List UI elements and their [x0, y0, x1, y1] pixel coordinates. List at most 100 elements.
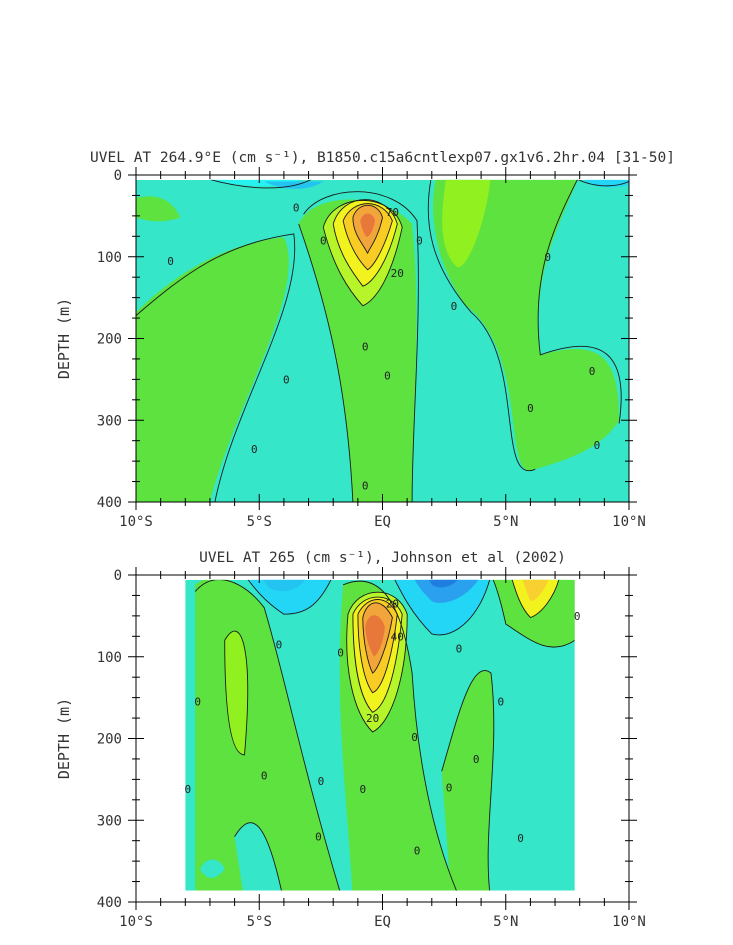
contour-label: 0: [184, 783, 191, 796]
contour-line: [427, 179, 536, 472]
contour-label: 0: [320, 234, 327, 247]
contour-line: [303, 191, 419, 502]
contour-line: [511, 579, 560, 619]
y-tick-label: 400: [97, 495, 122, 511]
velocity-band: [200, 859, 225, 878]
contour-label: 40: [391, 630, 404, 643]
contour-line: [492, 579, 575, 648]
contour-label: 0: [194, 696, 201, 709]
contour-label: 0: [362, 341, 369, 354]
velocity-band: [429, 579, 458, 588]
y-tick-label: 0: [114, 568, 122, 584]
contour-label: 0: [283, 373, 290, 386]
contour-line: [352, 596, 403, 713]
contour-line: [362, 602, 393, 674]
x-tick-label: 10°S: [119, 914, 153, 930]
contour-label: 0: [251, 443, 258, 456]
contour-line: [352, 204, 383, 254]
x-tick-label: EQ: [374, 514, 391, 530]
x-tick-label: 5°S: [247, 514, 272, 530]
contour-line: [346, 591, 408, 733]
contour-line: [394, 579, 491, 636]
contour-label: 0: [318, 775, 325, 788]
chart-title: UVEL AT 264.9°E (cm s⁻¹), B1850.c15a6cnt…: [90, 150, 675, 166]
contour-line: [247, 579, 332, 615]
model-contour-chart: UVEL AT 264.9°E (cm s⁻¹), B1850.c15a6cnt…: [55, 150, 675, 530]
contour-label: 0: [411, 731, 418, 744]
x-tick-label: 5°N: [493, 514, 518, 530]
contour-label: 0: [261, 769, 268, 782]
contour-line: [298, 223, 354, 502]
velocity-band: [248, 579, 331, 615]
chart-title: UVEL AT 265 (cm s⁻¹), Johnson et al (200…: [199, 550, 566, 566]
contour-label: 0: [362, 480, 369, 493]
contour-label: 70: [386, 206, 399, 219]
contour-label: 0: [456, 643, 463, 656]
x-tick-label: 10°N: [612, 514, 646, 530]
contour-line: [342, 580, 457, 891]
y-tick-label: 100: [97, 650, 122, 666]
x-tick-label: 5°N: [493, 914, 518, 930]
x-tick-label: 10°S: [119, 514, 153, 530]
velocity-band: [442, 179, 491, 268]
velocity-band: [262, 579, 306, 592]
contour-label: 0: [384, 369, 391, 382]
contour-label: 0: [517, 832, 524, 845]
x-tick-label: 5°S: [247, 914, 272, 930]
velocity-band: [433, 179, 620, 471]
contour-label: 0: [594, 439, 601, 452]
contour-line: [342, 203, 393, 271]
y-tick-label: 0: [114, 168, 122, 184]
model-section-panel: UVEL AT 264.9°E (cm s⁻¹), B1850.c15a6cnt…: [0, 140, 733, 540]
contour-line: [332, 199, 398, 287]
contour-label: 0: [276, 638, 283, 651]
y-tick-label: 200: [97, 732, 122, 748]
y-tick-label: 300: [97, 413, 122, 429]
velocity-band: [365, 615, 385, 657]
y-tick-label: 200: [97, 332, 122, 348]
contour-label: 0: [589, 365, 596, 378]
contour-label: 20: [391, 267, 404, 280]
contour-label: 0: [359, 783, 366, 796]
velocity-band: [441, 670, 494, 891]
contour-label: 0: [544, 251, 551, 264]
y-axis-label: DEPTH (m): [55, 698, 73, 779]
velocity-band: [360, 213, 376, 238]
contour-label: 0: [416, 234, 423, 247]
y-axis-label: DEPTH (m): [55, 298, 73, 379]
velocity-band: [394, 579, 490, 635]
contour-label: 0: [337, 647, 344, 660]
velocity-band: [414, 579, 479, 603]
contour-label: 0: [293, 202, 300, 215]
x-tick-label: 10°N: [612, 914, 646, 930]
contour-line: [224, 630, 249, 756]
contour-label: 0: [527, 402, 534, 415]
velocity-band: [136, 196, 181, 222]
contour-line: [234, 822, 282, 891]
x-tick-label: EQ: [374, 914, 391, 930]
contour-label: 0: [498, 696, 505, 709]
contour-label: 0: [315, 831, 322, 844]
observation-section-panel: UVEL AT 265 (cm s⁻¹), Johnson et al (200…: [0, 540, 733, 940]
contour-line: [441, 670, 495, 891]
velocity-band: [224, 631, 248, 755]
contour-line: [577, 179, 629, 187]
contour-label: 0: [451, 300, 458, 313]
contour-label: 20: [386, 598, 399, 611]
y-tick-label: 400: [97, 895, 122, 911]
contour-line: [210, 179, 312, 189]
contour-label: 0: [167, 255, 174, 268]
contour-line: [537, 179, 622, 424]
contour-line: [357, 599, 398, 694]
velocity-band: [583, 179, 629, 188]
contour-label: 0: [574, 610, 581, 623]
contour-label: 20: [366, 712, 379, 725]
y-tick-label: 300: [97, 813, 122, 829]
observation-contour-chart: UVEL AT 265 (cm s⁻¹), Johnson et al (200…: [55, 550, 646, 930]
contour-label: 0: [446, 782, 453, 795]
velocity-field: [136, 179, 629, 502]
velocity-field: [185, 579, 575, 891]
contour-label: 0: [473, 753, 480, 766]
velocity-band: [522, 579, 549, 602]
velocity-band: [234, 822, 282, 891]
